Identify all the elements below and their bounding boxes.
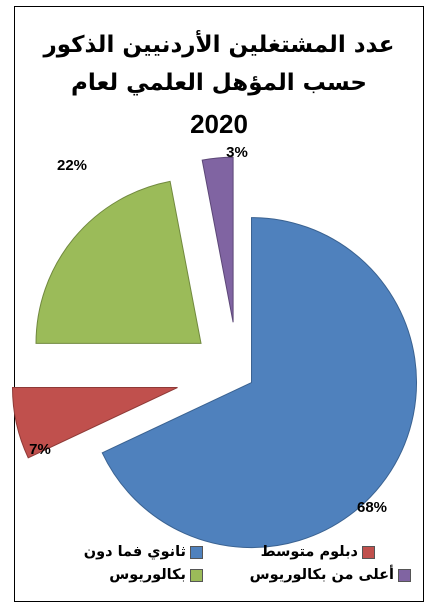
data-label-secondary: 68%: [357, 499, 387, 516]
legend-label-secondary: ثانوي فما دون: [83, 544, 186, 560]
legend-swatch-above-bachelor: [398, 568, 411, 582]
chart-title: عدد المشتغلين الأردنيين الذكور حسب المؤه…: [14, 26, 424, 146]
legend-swatch-bachelor: [190, 568, 203, 582]
chart-title-year: 2020: [190, 109, 248, 139]
chart-title-line2: حسب المؤهل العلمي لعام: [71, 70, 367, 96]
data-label-above-bachelor: 3%: [226, 144, 248, 161]
legend-item-bachelor: بكالوريوس: [109, 567, 203, 583]
legend-item-diploma: دبلوم متوسط: [261, 544, 375, 560]
pie-slice-diploma: [11, 387, 178, 459]
legend-label-above-bachelor: أعلى من بكالوريوس: [249, 567, 394, 583]
pie-slice-bachelor: [35, 180, 202, 344]
legend-label-diploma: دبلوم متوسط: [260, 544, 358, 560]
data-label-bachelor: 22%: [57, 157, 87, 174]
legend-swatch-diploma: [362, 545, 375, 559]
legend-item-above-bachelor: أعلى من بكالوريوس: [250, 567, 411, 583]
legend-item-secondary: ثانوي فما دون: [84, 544, 203, 560]
pie-slice-secondary: [101, 217, 417, 548]
chart-title-line1: عدد المشتغلين الأردنيين الذكور: [43, 32, 395, 58]
pie-slice-above-bachelor: [201, 156, 234, 323]
data-label-diploma: 7%: [29, 441, 51, 458]
legend-swatch-secondary: [190, 545, 203, 559]
legend-label-bachelor: بكالوريوس: [109, 567, 186, 583]
